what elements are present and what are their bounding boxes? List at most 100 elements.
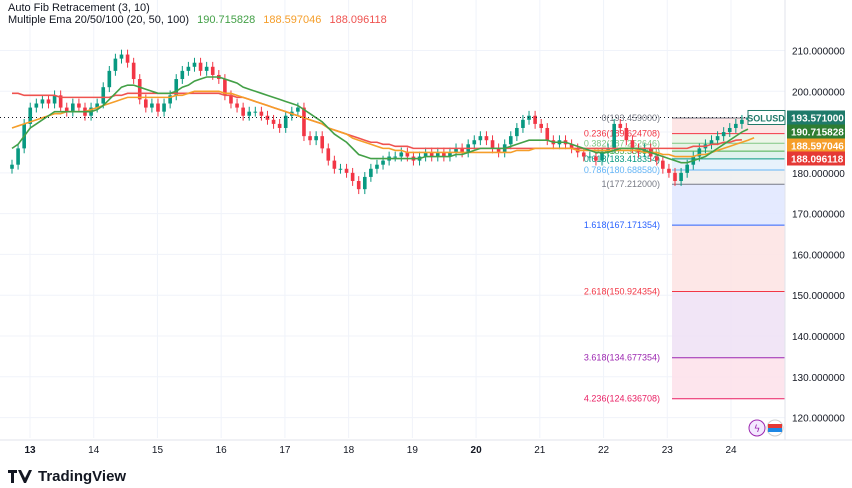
candle-body	[612, 123, 616, 149]
ema-lines	[0, 76, 785, 164]
candle-body	[478, 136, 483, 141]
y-tick-label: 200.000000	[792, 87, 845, 98]
candle-body	[46, 99, 51, 104]
candle-body	[727, 127, 732, 133]
ema50-price-tag-label: 188.597046	[791, 141, 844, 152]
ema-legend-title: Multiple Ema 20/50/100 (20, 50, 100)	[8, 14, 190, 26]
price-axis: 210.000000200.000000190.000000180.000000…	[0, 0, 852, 441]
symbol-tag-label: SOLUSD	[747, 113, 785, 123]
ema50-line	[11, 90, 755, 158]
candle-body	[533, 115, 537, 124]
ema20-price-tag-label: 190.715828	[791, 127, 844, 138]
candle-body	[442, 152, 446, 157]
candle-body	[77, 103, 81, 108]
candle-body	[429, 152, 434, 157]
candle-body	[460, 148, 464, 153]
candle-body	[277, 123, 282, 128]
fib-level-label: 1.618(167.171354)	[584, 220, 660, 230]
fib-level-label: 4.236(124.636708)	[584, 394, 660, 404]
candle-body	[125, 54, 130, 63]
candle-body	[107, 70, 112, 88]
candle-body	[381, 160, 385, 165]
flag-icon-bottom	[768, 428, 782, 432]
tradingview-brand[interactable]: TradingView	[8, 468, 126, 485]
candle-body	[344, 168, 349, 173]
fib-level-label: 0.382(187.252646)	[584, 138, 660, 148]
fib-level-label: 2.618(150.924354)	[584, 286, 660, 296]
candle-body	[508, 136, 513, 145]
candle-body	[326, 148, 331, 161]
fib-legend-title: Auto Fib Retracement (3, 10)	[8, 2, 150, 14]
candle-body	[435, 152, 440, 157]
ema-legend[interactable]: Multiple Ema 20/50/100 (20, 50, 100) 190…	[8, 14, 392, 26]
flash-icon[interactable]	[748, 419, 766, 437]
x-tick-label: 16	[216, 445, 228, 456]
fib-level-label: 0(193.459000)	[601, 113, 660, 123]
x-tick-label: 23	[662, 445, 674, 456]
grid	[0, 0, 785, 438]
flash-icon-glyph: ϟ	[754, 424, 761, 435]
fib-zone	[672, 225, 785, 292]
candle-body	[58, 95, 63, 108]
candle-body	[685, 164, 689, 173]
candle-body	[137, 79, 142, 100]
ema20-price-tag-box	[787, 124, 845, 139]
candle-body	[630, 140, 635, 149]
candle-body	[539, 123, 543, 128]
fib-zone	[672, 133, 785, 144]
candle-body	[600, 152, 604, 161]
candle-body	[709, 140, 714, 145]
candle-body	[259, 111, 264, 116]
candle-body	[302, 107, 306, 137]
candle-body	[448, 152, 452, 157]
tradingview-logo-icon	[8, 469, 32, 484]
candle-body	[40, 99, 45, 104]
fib-zone	[672, 291, 785, 358]
x-tick-label: 20	[471, 445, 483, 456]
candle-body	[618, 123, 623, 128]
brand-name: TradingView	[38, 468, 127, 485]
ema100-legend-value: 188.096118	[329, 14, 387, 26]
y-tick-label: 180.000000	[792, 169, 845, 180]
candle-body	[490, 140, 495, 149]
symbol-tag-box	[747, 109, 786, 125]
candle-body	[320, 136, 325, 149]
fib-level-label: 3.618(134.677354)	[584, 353, 660, 363]
corner-icons[interactable]: ϟ	[748, 419, 784, 437]
candle-body	[624, 127, 629, 141]
candle-body	[314, 136, 318, 141]
last-price-tag-box	[787, 110, 845, 125]
candle-body	[119, 54, 124, 59]
candle-body	[338, 168, 343, 170]
candle-body	[186, 66, 191, 71]
fib-zone	[672, 158, 785, 171]
fib-zone	[672, 184, 785, 226]
candle-body	[667, 168, 671, 173]
candle-body	[101, 87, 106, 104]
candle-body	[715, 136, 720, 141]
fib-zone	[672, 151, 785, 159]
candle-body	[679, 172, 683, 182]
ema100-price-tag-label: 188.096118	[791, 154, 844, 165]
candle-body	[581, 152, 586, 157]
candle-body	[734, 123, 738, 128]
y-tick-label: 210.000000	[792, 46, 845, 57]
y-tick-label: 170.000000	[792, 210, 845, 221]
candle-body	[673, 172, 677, 182]
candle-body	[332, 160, 337, 169]
candle-body	[241, 107, 245, 116]
candle-body	[168, 95, 172, 104]
fib-level-label: 1(177.212000)	[601, 179, 660, 189]
candle-body	[740, 119, 744, 124]
candle-body	[296, 107, 300, 112]
candle-body	[10, 164, 14, 169]
candle-body	[64, 107, 69, 112]
fib-level-label: 0.786(180.688580)	[584, 165, 660, 175]
candle-body	[654, 156, 659, 161]
fib-legend[interactable]: Auto Fib Retracement (3, 10)	[8, 2, 155, 14]
candle-body	[721, 132, 726, 137]
candle-body	[131, 62, 136, 80]
candle-body	[198, 62, 203, 71]
ema20-legend-value: 190.715828	[197, 14, 256, 26]
